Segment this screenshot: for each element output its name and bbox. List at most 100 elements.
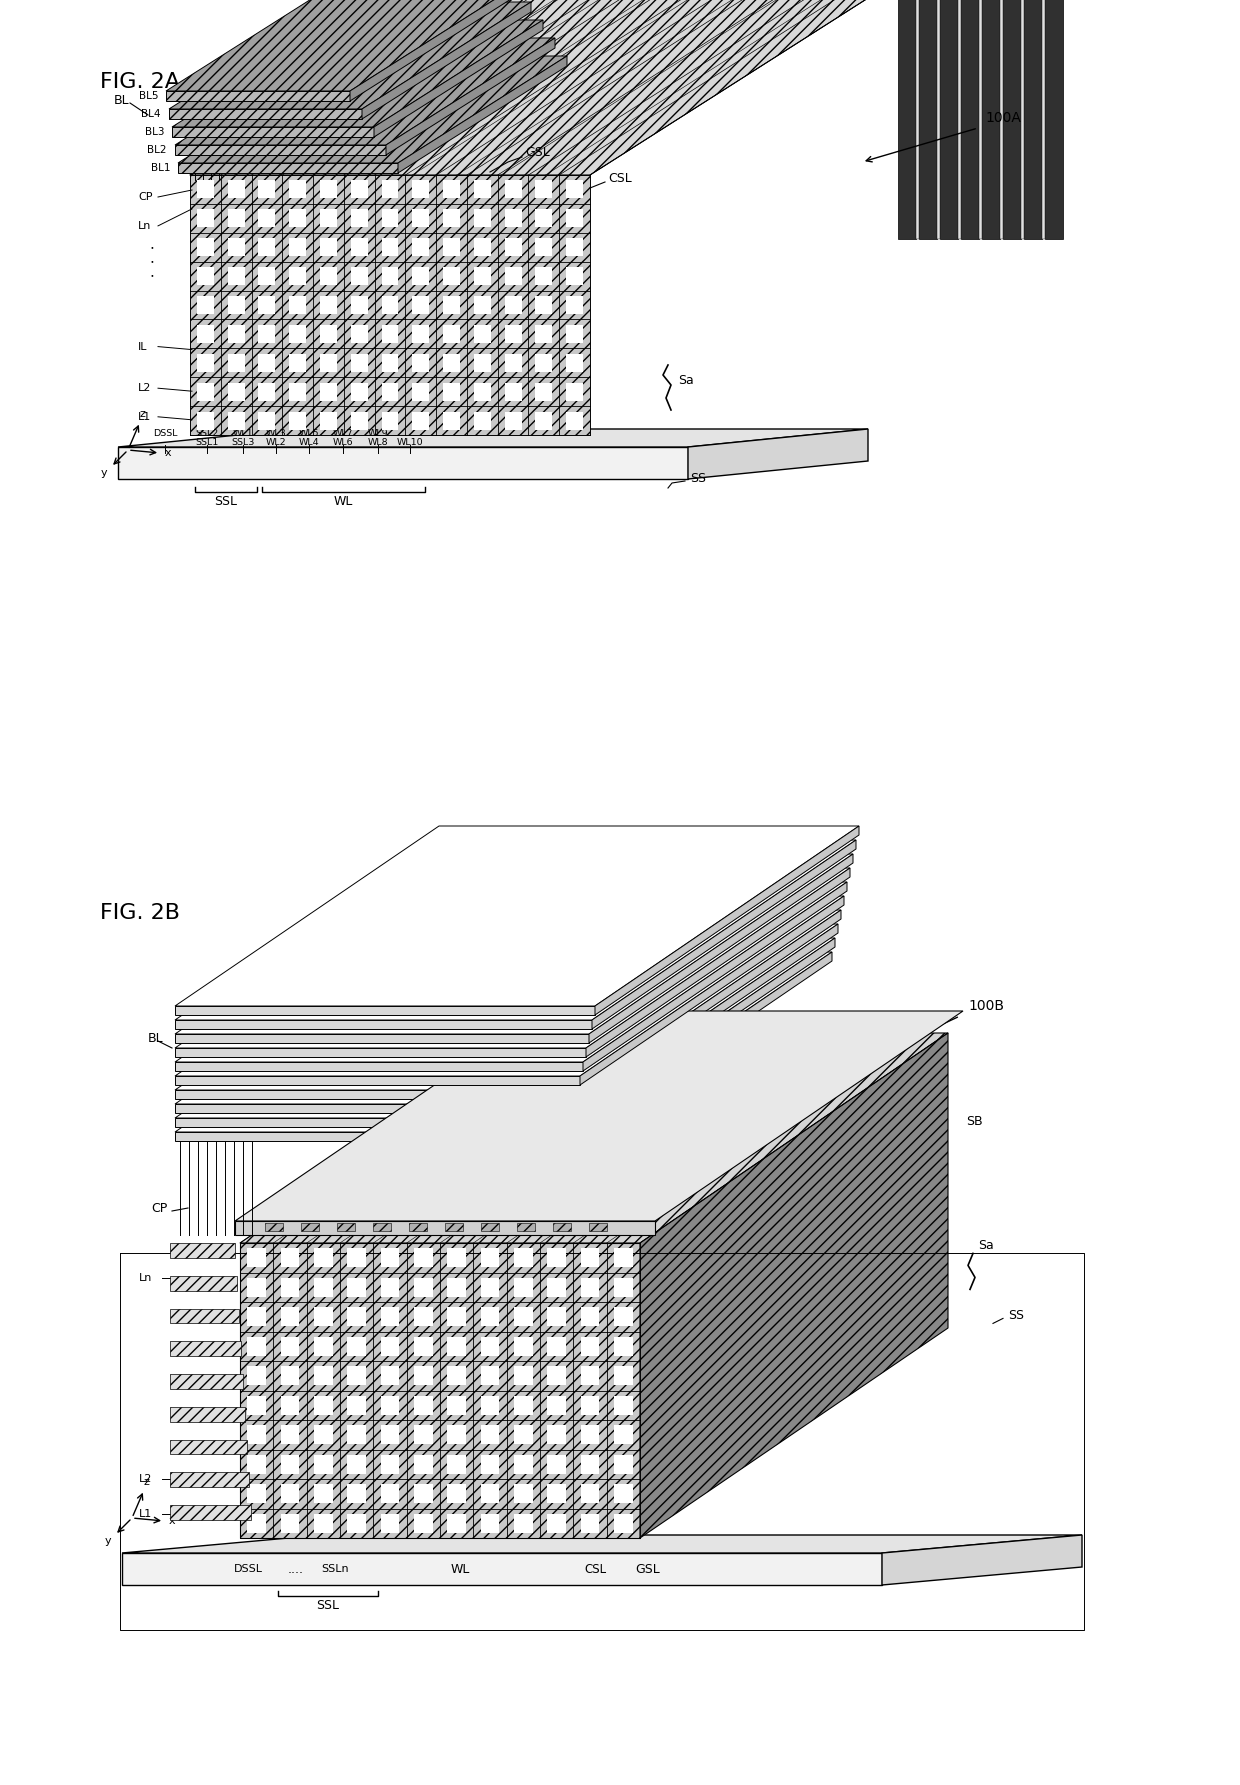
Bar [536, 237, 552, 257]
Text: CSL: CSL [584, 1562, 606, 1576]
Text: L1: L1 [138, 412, 151, 421]
Bar [320, 382, 337, 400]
Polygon shape [301, 1223, 319, 1232]
Polygon shape [169, 2, 531, 109]
Bar [347, 1248, 366, 1267]
Bar [414, 1514, 433, 1533]
Polygon shape [175, 868, 849, 1048]
Bar [314, 1514, 332, 1533]
Bar [448, 1248, 466, 1267]
Text: WL1: WL1 [233, 428, 253, 437]
Polygon shape [236, 1010, 963, 1221]
Bar [197, 325, 213, 343]
Bar [515, 1514, 533, 1533]
Bar [481, 1514, 500, 1533]
Bar [443, 412, 460, 430]
Bar [280, 1485, 299, 1503]
Bar [413, 325, 429, 343]
Text: BL: BL [114, 93, 130, 107]
Bar [474, 325, 491, 343]
Bar [547, 1337, 565, 1355]
Polygon shape [179, 162, 398, 173]
Bar [197, 209, 213, 227]
Bar [320, 412, 337, 430]
Bar [289, 353, 306, 371]
Bar [547, 1396, 565, 1416]
Bar [481, 1366, 500, 1385]
Bar [289, 209, 306, 227]
Bar [197, 353, 213, 371]
Bar [289, 296, 306, 314]
Bar [547, 1514, 565, 1533]
Bar [443, 325, 460, 343]
Polygon shape [999, 0, 1003, 239]
Text: GSL: GSL [636, 1562, 661, 1576]
Polygon shape [362, 2, 531, 120]
Bar [314, 1455, 332, 1474]
Polygon shape [959, 0, 961, 239]
Polygon shape [1021, 0, 1024, 239]
Bar [481, 1337, 500, 1355]
Text: L2: L2 [138, 384, 151, 393]
Polygon shape [916, 0, 919, 239]
Text: L1: L1 [139, 1510, 153, 1519]
Polygon shape [166, 0, 520, 91]
Text: WL5: WL5 [299, 428, 320, 437]
Polygon shape [640, 1034, 949, 1539]
Bar [320, 180, 337, 198]
Polygon shape [175, 1062, 583, 1071]
Text: SSL3: SSL3 [232, 437, 254, 446]
Bar [474, 180, 491, 198]
Bar [547, 1455, 565, 1474]
Bar [481, 1307, 500, 1326]
Bar [382, 412, 398, 430]
Text: WL4: WL4 [299, 437, 320, 446]
Bar [481, 1396, 500, 1416]
Bar [228, 412, 244, 430]
Bar [515, 1455, 533, 1474]
Bar [536, 209, 552, 227]
Text: BL5: BL5 [208, 82, 227, 93]
Polygon shape [169, 109, 362, 120]
Bar [197, 268, 213, 286]
Polygon shape [170, 1276, 237, 1291]
Bar [382, 382, 398, 400]
Polygon shape [574, 925, 838, 1114]
Text: CL: CL [613, 1194, 627, 1207]
Text: x: x [169, 1515, 175, 1526]
Text: ⋅: ⋅ [150, 255, 155, 270]
Text: IL: IL [138, 341, 148, 352]
Bar [567, 382, 583, 400]
Text: y: y [104, 1537, 112, 1546]
Polygon shape [175, 925, 838, 1103]
Bar [280, 1514, 299, 1533]
Bar [580, 1366, 599, 1385]
Bar [280, 1424, 299, 1444]
Bar [347, 1366, 366, 1385]
Bar [505, 209, 522, 227]
Bar [474, 412, 491, 430]
Bar [414, 1366, 433, 1385]
Polygon shape [445, 1223, 463, 1232]
Bar [481, 1424, 500, 1444]
Bar [228, 209, 244, 227]
Bar [381, 1366, 399, 1385]
Polygon shape [175, 1019, 591, 1028]
Bar [247, 1307, 267, 1326]
Polygon shape [919, 0, 937, 239]
Bar [280, 1396, 299, 1416]
Polygon shape [118, 446, 688, 478]
Polygon shape [175, 1103, 574, 1114]
Bar [314, 1485, 332, 1503]
Bar [413, 209, 429, 227]
Bar [289, 382, 306, 400]
Polygon shape [175, 1034, 589, 1042]
Polygon shape [179, 55, 567, 162]
Text: L2: L2 [139, 1474, 153, 1483]
Bar [381, 1514, 399, 1533]
Bar [567, 237, 583, 257]
Polygon shape [374, 20, 543, 137]
Text: GSL: GSL [525, 146, 549, 159]
Polygon shape [190, 0, 898, 175]
Bar [280, 1248, 299, 1267]
